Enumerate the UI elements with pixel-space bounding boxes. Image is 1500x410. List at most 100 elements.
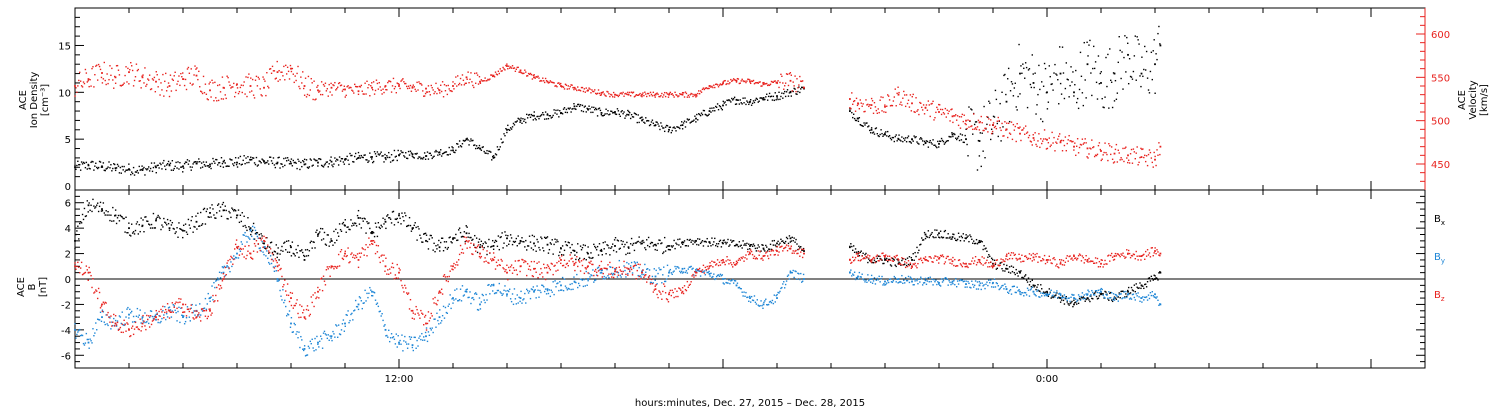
series-bx-dot: [958, 236, 961, 238]
series-by-dot: [375, 303, 378, 306]
series-by-dot: [890, 281, 893, 283]
series-by-dot: [939, 285, 942, 287]
series-bx-dot: [626, 241, 628, 244]
series-by-dot: [857, 278, 860, 280]
series-velocity-point: [938, 111, 940, 113]
series-velocity-dot: [237, 92, 240, 95]
series-velocity-dot: [614, 93, 617, 96]
series-velocity-dot: [1108, 143, 1110, 145]
series-ion-density-dot: [173, 167, 175, 170]
series-by-dot: [763, 301, 765, 304]
series-by-dot: [1021, 292, 1023, 294]
series-velocity-dot: [291, 67, 294, 70]
series-ion-density-dot: [900, 140, 902, 142]
series-ion-density-dot: [973, 123, 976, 126]
series-bx-dot: [111, 220, 113, 222]
series-by-dot: [979, 282, 982, 284]
series-velocity-dot: [981, 122, 983, 124]
series-bx-dot: [567, 241, 569, 244]
series-bx-dot: [505, 234, 507, 237]
series-velocity-dot: [125, 66, 127, 68]
series-ion-density-dot: [970, 108, 972, 110]
series-ion-density-dot: [992, 115, 995, 118]
series-bx-dot: [1120, 290, 1122, 293]
series-ion-density-dot: [484, 152, 486, 154]
series-ion-density-dot: [680, 124, 682, 127]
series-by-dot: [947, 284, 949, 286]
series-bx-dot: [789, 241, 792, 243]
series-ion-density-dot: [283, 157, 285, 160]
series-velocity-dot: [678, 95, 680, 97]
series-ion-density-dot: [748, 103, 750, 106]
series-bx-dot: [289, 244, 292, 247]
series-ion-density-dot: [896, 140, 898, 142]
series-bx-dot: [1014, 273, 1016, 276]
series-bx-dot: [1011, 270, 1014, 273]
series-velocity-dot: [266, 72, 268, 74]
series-by-dot: [410, 336, 413, 338]
series-bx-dot: [743, 244, 745, 246]
series-velocity-dot: [513, 67, 516, 69]
series-by-point: [762, 303, 765, 306]
series-bx-dot: [755, 250, 758, 252]
series-velocity-dot: [208, 83, 210, 85]
series-bx-dot: [648, 246, 651, 248]
series-bx-dot: [97, 210, 100, 213]
series-by-dot: [78, 329, 80, 332]
series-bx-dot: [454, 237, 456, 239]
series-by-dot: [1040, 292, 1042, 294]
series-by-dot: [794, 270, 796, 272]
series-ion-density-dot: [280, 163, 282, 165]
series-velocity-dot: [737, 78, 740, 80]
series-bz-point: [681, 290, 684, 293]
series-velocity-dot: [176, 83, 178, 85]
series-velocity-dot: [595, 93, 598, 95]
series-ion-density-dot: [579, 104, 582, 106]
series-ion-density-dot: [921, 138, 923, 140]
series-bx-point: [479, 246, 481, 249]
series-bx-dot: [1041, 288, 1043, 290]
series-velocity-dot: [1112, 162, 1115, 164]
series-by-dot: [765, 298, 767, 300]
series-bx-dot: [463, 231, 466, 233]
series-bx-dot: [649, 242, 652, 245]
series-bx-dot: [792, 240, 794, 242]
series-bx-dot: [1117, 296, 1119, 298]
series-ion-density-dot: [1035, 113, 1037, 115]
series-bx-dot: [267, 246, 269, 248]
series-ion-density-dot: [160, 163, 162, 166]
series-bx-dot: [1004, 270, 1006, 272]
series-velocity-dot: [90, 85, 92, 87]
series-velocity-dot: [484, 77, 486, 79]
series-velocity-dot: [347, 85, 349, 87]
series-bx-dot: [594, 247, 597, 249]
series-bx-dot: [533, 235, 535, 238]
series-velocity-dot: [432, 89, 434, 91]
series-by-dot: [354, 309, 356, 311]
series-velocity-dot: [562, 86, 565, 88]
series-bx-dot: [614, 237, 617, 239]
series-by-dot: [332, 330, 334, 333]
series-by-dot: [1074, 297, 1076, 300]
series-bx-dot: [542, 247, 544, 249]
series-ion-density-point: [317, 161, 319, 164]
series-by-dot: [198, 314, 200, 316]
series-ion-density-dot: [191, 166, 193, 168]
series-velocity-dot: [494, 71, 497, 73]
series-velocity-dot: [236, 87, 239, 89]
series-by-point: [546, 288, 549, 291]
series-velocity-dot: [387, 81, 389, 84]
series-velocity-dot: [872, 112, 875, 115]
series-velocity-dot: [854, 110, 857, 112]
series-by-dot: [792, 269, 794, 272]
series-velocity-dot: [1148, 149, 1151, 151]
series-velocity-dot: [654, 96, 656, 98]
series-by-dot: [501, 294, 503, 296]
series-velocity-dot: [358, 85, 361, 88]
series-velocity-dot: [1159, 153, 1161, 156]
series-ion-density-dot: [892, 136, 895, 139]
series-by-dot: [474, 293, 476, 295]
series-velocity-dot: [1127, 159, 1130, 161]
series-by-dot: [710, 272, 712, 274]
series-by-dot: [336, 325, 338, 327]
